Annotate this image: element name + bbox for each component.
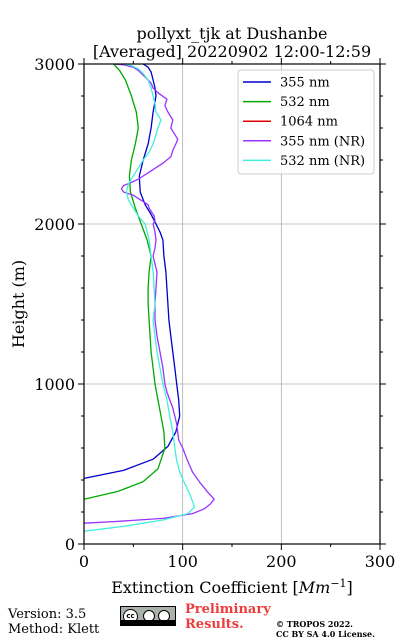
legend-label-1: 532 nm xyxy=(280,95,330,110)
x-tick-label: 0 xyxy=(79,552,89,571)
preliminary-results-text: Preliminary Results. xyxy=(185,602,271,632)
tropos-line1: © TROPOS 2022. xyxy=(276,619,353,629)
tropos-line2: CC BY SA 4.0 License. xyxy=(276,629,375,639)
x-axis-label: Extinction Coefficient [Mm−1] xyxy=(111,577,353,597)
y-tick-label: 0 xyxy=(65,535,75,554)
tropos-license-text: © TROPOS 2022. CC BY SA 4.0 License. xyxy=(276,619,375,639)
x-tick-label: 300 xyxy=(365,552,396,571)
y-axis-label: Height (m) xyxy=(9,260,28,348)
chart-title-line1: pollyxt_tjk at Dushanbe xyxy=(136,24,327,43)
x-tick-label: 100 xyxy=(167,552,198,571)
legend: 355 nm 532 nm 1064 nm 355 nm (NR) 532 nm (NR… xyxy=(237,69,375,175)
extinction-profile-chart: pollyxt_tjk at Dushanbe [Averaged] 20220… xyxy=(9,24,395,597)
preliminary-line2: Results. xyxy=(185,617,244,632)
legend-label-4: 532 nm (NR) xyxy=(280,154,365,169)
chart-title-line2: [Averaged] 20220902 12:00-12:59 xyxy=(93,42,371,61)
series-line-3 xyxy=(83,63,215,524)
y-tick-label: 2000 xyxy=(34,215,75,234)
y-tick-label: 1000 xyxy=(34,375,75,394)
legend-label-3: 355 nm (NR) xyxy=(280,134,365,149)
series-layer xyxy=(83,63,215,532)
version-text: Version: 3.5 xyxy=(8,607,87,622)
legend-label-0: 355 nm xyxy=(280,76,330,91)
series-line-0 xyxy=(83,63,181,480)
series-line-4 xyxy=(83,63,196,532)
preliminary-line1: Preliminary xyxy=(185,602,271,617)
legend-label-2: 1064 nm xyxy=(280,115,338,130)
x-tick-label: 200 xyxy=(266,552,297,571)
series-line-1 xyxy=(83,63,166,500)
method-text: Method: Klett xyxy=(8,622,100,637)
cc-by-sa-icon: cc xyxy=(120,606,176,626)
y-tick-label: 3000 xyxy=(34,55,75,74)
legend-box xyxy=(237,69,375,175)
